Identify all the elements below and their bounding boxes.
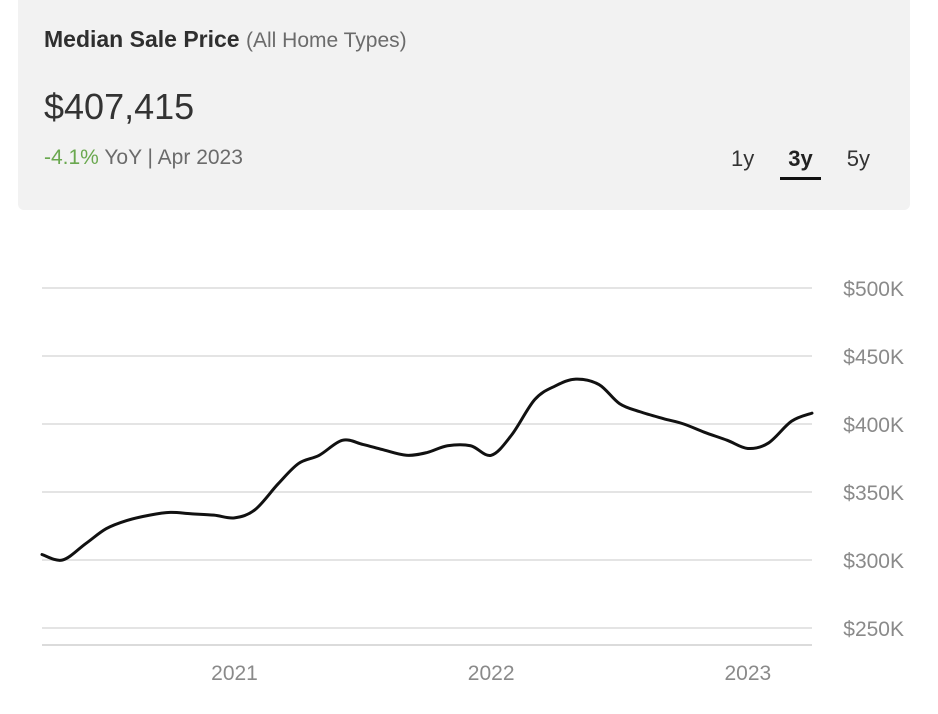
chart-title: Median Sale Price (All Home Types) <box>44 26 407 53</box>
median-price-value: $407,415 <box>44 86 195 127</box>
range-tab-1y[interactable]: 1y <box>731 146 755 171</box>
x-tick-label: 2022 <box>468 662 515 685</box>
summary-card: Median Sale Price (All Home Types) $407,… <box>18 0 910 210</box>
x-tick-label: 2023 <box>724 662 771 685</box>
range-selector: 1y 3y 5y <box>707 142 880 180</box>
title-main: Median Sale Price <box>44 26 240 52</box>
y-tick-label: $300K <box>843 550 904 573</box>
title-subtitle: (All Home Types) <box>245 29 407 52</box>
y-tick-label: $350K <box>843 482 904 505</box>
yoy-change-line: -4.1% YoY | Apr 2023 <box>44 146 243 170</box>
range-tab-3y[interactable]: 3y <box>778 142 822 180</box>
y-tick-label: $500K <box>843 278 904 301</box>
x-tick-label: 2021 <box>211 662 258 685</box>
y-tick-label: $450K <box>843 346 904 369</box>
yoy-change-percent: -4.1% <box>44 146 99 169</box>
y-tick-label: $400K <box>843 414 904 437</box>
price-series-line <box>40 377 814 562</box>
yoy-change-suffix: YoY | Apr 2023 <box>104 146 243 169</box>
range-tab-5y[interactable]: 5y <box>846 146 870 171</box>
y-tick-label: $250K <box>843 618 904 641</box>
